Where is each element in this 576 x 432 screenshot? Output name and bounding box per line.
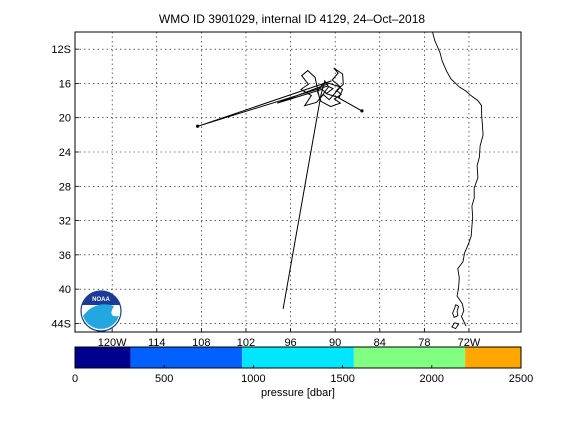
y-tick-label: 40 — [59, 284, 71, 296]
logo-wave — [83, 304, 119, 329]
colorbar-tick-label: 2500 — [509, 373, 533, 385]
colorbar-band — [130, 347, 243, 368]
colorbar-label: pressure [dbar] — [261, 387, 335, 399]
colorbar-tick-label: 1000 — [241, 373, 265, 385]
coastline-island — [451, 322, 460, 330]
pressure-colorbar: 0 500 1000 1500 2000 2500 pressure [dbar] — [72, 346, 533, 399]
track-point — [196, 124, 200, 128]
colorbar-tick-label: 1500 — [330, 373, 354, 385]
colorbar-tick-label: 500 — [155, 373, 173, 385]
colorbar-frame — [74, 346, 522, 369]
coastline — [432, 31, 484, 330]
noaa-logo: NOAA — [80, 290, 122, 332]
colorbar-band — [353, 347, 466, 368]
float-track — [196, 67, 364, 309]
x-tick-label: 102 — [237, 337, 255, 349]
x-tick-label: 120W — [98, 337, 127, 349]
y-tick-label: 32 — [59, 216, 71, 228]
x-tick-label: 114 — [148, 337, 166, 349]
coastline-south-america — [432, 31, 484, 327]
y-tick-label: 24 — [59, 147, 71, 159]
logo-text: NOAA — [92, 297, 110, 303]
x-axis-ticks: 120W 114 108 102 96 90 84 78 72W — [98, 328, 481, 349]
colorbar-tick-label: 0 — [72, 373, 78, 385]
logo-sky — [82, 291, 120, 305]
x-tick-label: 78 — [418, 337, 430, 349]
x-tick-label: 90 — [329, 337, 341, 349]
map-frame — [74, 31, 522, 333]
grid-lines — [75, 32, 521, 332]
y-tick-label: 16 — [59, 78, 71, 90]
x-tick-label: 84 — [374, 337, 386, 349]
y-tick-label: 12S — [51, 44, 71, 56]
coastline-island — [452, 304, 460, 319]
colorbar-band — [75, 347, 131, 368]
colorbar-band — [465, 347, 521, 368]
colorbar-bands — [75, 347, 521, 368]
y-axis-ticks: 12S 16 20 24 28 32 36 40 44S — [51, 44, 79, 330]
x-tick-label: 96 — [284, 337, 296, 349]
map-axes: 120W 114 108 102 96 90 84 78 72W 12S 16 20 24 28 32 36… — [51, 31, 522, 349]
y-tick-label: 20 — [59, 113, 71, 125]
track-line — [197, 67, 363, 309]
track-point — [360, 109, 364, 113]
x-tick-label: 108 — [192, 337, 210, 349]
x-tick-label: 72W — [458, 337, 481, 349]
colorbar-tick-label: 2000 — [420, 373, 444, 385]
y-tick-label: 44S — [51, 318, 71, 330]
y-tick-label: 36 — [59, 250, 71, 262]
y-tick-label: 28 — [59, 181, 71, 193]
chart-title: WMO ID 3901029, internal ID 4129, 24–Oct… — [159, 12, 425, 26]
colorbar-ticks: 0 500 1000 1500 2000 2500 — [72, 365, 533, 385]
colorbar-band — [242, 347, 354, 368]
